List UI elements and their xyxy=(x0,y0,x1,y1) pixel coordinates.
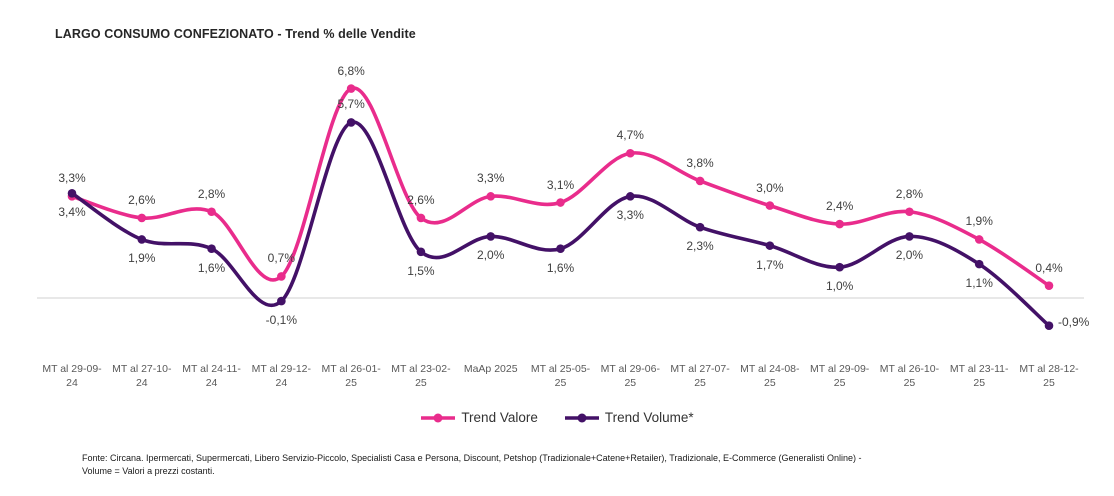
source-note: Fonte: Circana. Ipermercati, Supermercat… xyxy=(82,452,1042,478)
data-point-marker xyxy=(695,222,705,232)
data-point-marker xyxy=(556,244,565,254)
source-note-line1: Fonte: Circana. Ipermercati, Supermercat… xyxy=(82,453,862,463)
data-point-marker xyxy=(346,84,356,93)
data-point-marker xyxy=(974,235,984,244)
data-label: 0,4% xyxy=(1035,260,1063,275)
x-axis-label: MT al 26-10- 25 xyxy=(879,363,940,389)
data-point-marker xyxy=(625,192,635,201)
data-label: 3,8% xyxy=(686,155,714,170)
pink-line-marker-icon xyxy=(421,413,456,422)
data-point-marker xyxy=(556,198,565,207)
data-label: 1,5% xyxy=(407,263,435,278)
data-label: 3,0% xyxy=(756,180,784,195)
x-axis-label: MT al 26-01- 25 xyxy=(321,363,381,389)
data-point-marker xyxy=(67,188,77,198)
x-axis-label: MT al 27-10- 24 xyxy=(112,363,172,389)
data-point-marker xyxy=(835,219,844,229)
x-axis-label: MT al 27-07- 25 xyxy=(670,363,730,389)
data-point-marker xyxy=(625,148,635,158)
data-label: 3,3% xyxy=(616,208,644,223)
data-label: 1,6% xyxy=(546,260,575,275)
legend-label-trend-valore: Trend Valore xyxy=(461,410,538,425)
data-point-marker xyxy=(695,176,705,186)
data-point-marker xyxy=(486,232,496,241)
legend-label-trend-volume: Trend Volume* xyxy=(604,410,694,425)
data-point-marker xyxy=(765,201,775,210)
series-line-0 xyxy=(70,86,1051,288)
x-axis-label: MT al 23-11- 25 xyxy=(949,363,1009,389)
data-label: 1,0% xyxy=(825,279,854,294)
data-label: 3,3% xyxy=(58,171,86,186)
x-axis-label: MaAp 2025 xyxy=(463,363,518,375)
data-label: 1,9% xyxy=(965,214,993,229)
data-label: 2,8% xyxy=(197,186,226,201)
data-point-marker xyxy=(277,272,286,281)
x-axis-label: MT al 24-11- 24 xyxy=(182,363,241,389)
x-axis-label: MT al 25-05- 25 xyxy=(530,363,591,389)
x-axis-label: MT al 29-09- 24 xyxy=(42,363,102,389)
data-label: 1,6% xyxy=(197,260,226,275)
data-point-marker xyxy=(207,244,216,254)
data-point-marker xyxy=(974,259,984,269)
x-axis-label: MT al 28-12- 25 xyxy=(1019,363,1079,389)
data-point-marker xyxy=(486,192,496,201)
data-label: 2,6% xyxy=(407,192,435,207)
data-label: 1,1% xyxy=(965,276,993,291)
data-label: 1,7% xyxy=(756,257,784,272)
data-label: 3,3% xyxy=(477,171,505,186)
chart-title: LARGO CONSUMO CONFEZIONATO - Trend % del… xyxy=(55,27,416,41)
data-label: 2,0% xyxy=(895,248,924,263)
data-label: 0,7% xyxy=(267,251,296,266)
data-point-marker xyxy=(277,296,286,306)
data-label: 3,4% xyxy=(58,205,86,220)
data-label: 2,6% xyxy=(128,192,156,207)
x-axis-label: MT al 24-08- 25 xyxy=(740,363,800,389)
legend-item-trend-valore: Trend Valore xyxy=(420,410,538,425)
data-point-marker xyxy=(905,232,914,241)
x-axis-label: MT al 29-09- 25 xyxy=(809,363,870,389)
data-label: 1,9% xyxy=(128,251,156,266)
x-axis-label: MT al 23-02- 25 xyxy=(391,363,451,389)
data-label: 2,8% xyxy=(895,186,924,201)
data-label: 4,7% xyxy=(616,128,644,143)
data-label: -0,9% xyxy=(1058,314,1090,329)
data-point-marker xyxy=(346,118,356,127)
series-line-1 xyxy=(70,120,1051,328)
data-point-marker xyxy=(835,262,844,272)
data-point-marker xyxy=(207,207,216,217)
data-point-marker xyxy=(1044,321,1054,331)
x-axis-label: MT al 29-12- 24 xyxy=(251,363,312,389)
data-point-marker xyxy=(416,213,426,223)
data-label: 5,7% xyxy=(337,97,365,112)
purple-line-marker-icon xyxy=(564,413,599,422)
source-note-line2: Volume = Valori a prezzi costanti. xyxy=(82,466,215,476)
data-point-marker xyxy=(137,235,147,244)
data-label: -0,1% xyxy=(265,313,298,328)
data-point-marker xyxy=(765,241,775,250)
data-point-marker xyxy=(137,213,147,223)
data-label: 2,4% xyxy=(825,199,854,214)
data-point-marker xyxy=(416,247,426,257)
data-label: 2,0% xyxy=(477,248,505,263)
legend-item-trend-volume: Trend Volume* xyxy=(564,410,694,425)
data-point-marker xyxy=(905,207,914,217)
chart-legend: Trend Valore Trend Volume* xyxy=(0,410,1114,425)
data-label: 2,3% xyxy=(686,239,714,254)
data-label: 3,1% xyxy=(546,177,575,192)
data-label: 6,8% xyxy=(337,63,365,78)
data-point-marker xyxy=(1044,281,1054,290)
x-axis-label: MT al 29-06- 25 xyxy=(600,363,660,389)
